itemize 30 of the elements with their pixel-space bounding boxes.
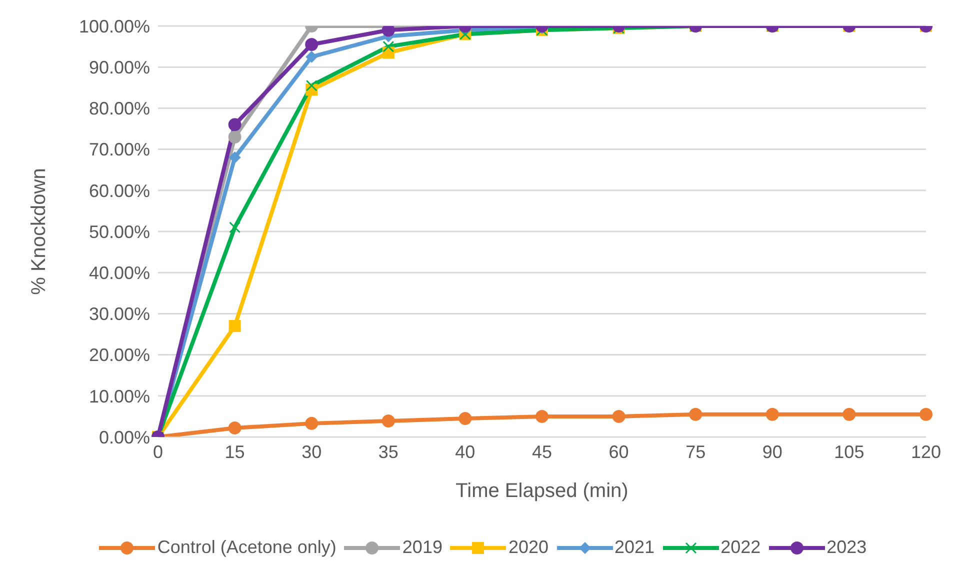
x-tick-label: 105 — [834, 442, 864, 462]
y-tick-label: 70.00% — [88, 140, 150, 160]
x-tick-label: 120 — [910, 442, 942, 462]
y-tick-label: 50.00% — [88, 222, 150, 242]
y-tick-label: 60.00% — [88, 180, 150, 201]
legend-label: 2022 — [720, 537, 761, 558]
x-tick-label: 90 — [762, 442, 782, 462]
x-tick-label: 40 — [455, 442, 476, 462]
x-tick-label: 45 — [532, 442, 552, 462]
y-tick-label: 20.00% — [88, 345, 150, 366]
y-tick-label: 100.00% — [78, 16, 150, 36]
legend-label: 2019 — [401, 537, 442, 558]
y-tick-label: 30.00% — [88, 304, 150, 324]
y-tick-label: 90.00% — [88, 57, 150, 78]
y-tick-label: 80.00% — [88, 98, 150, 119]
x-axis-title: Time Elapsed (min) — [456, 480, 628, 502]
x-tick-label: 75 — [686, 442, 706, 462]
x-tick-label: 60 — [608, 442, 629, 462]
y-tick-label: 10.00% — [88, 386, 150, 406]
y-axis-title: % Knockdown — [28, 168, 50, 295]
x-tick-label: 15 — [224, 442, 245, 462]
x-tick-label: 30 — [302, 442, 322, 462]
y-tick-label: 0.00% — [98, 427, 150, 448]
legend-label: 2021 — [614, 537, 655, 558]
legend-label: Control (Acetone only) — [156, 537, 336, 558]
legend-label: 2023 — [826, 537, 867, 558]
x-tick-label: 35 — [378, 442, 398, 462]
legend-label: 2020 — [507, 537, 549, 558]
y-tick-label: 40.00% — [88, 262, 150, 283]
x-tick-label: 0 — [152, 442, 164, 462]
